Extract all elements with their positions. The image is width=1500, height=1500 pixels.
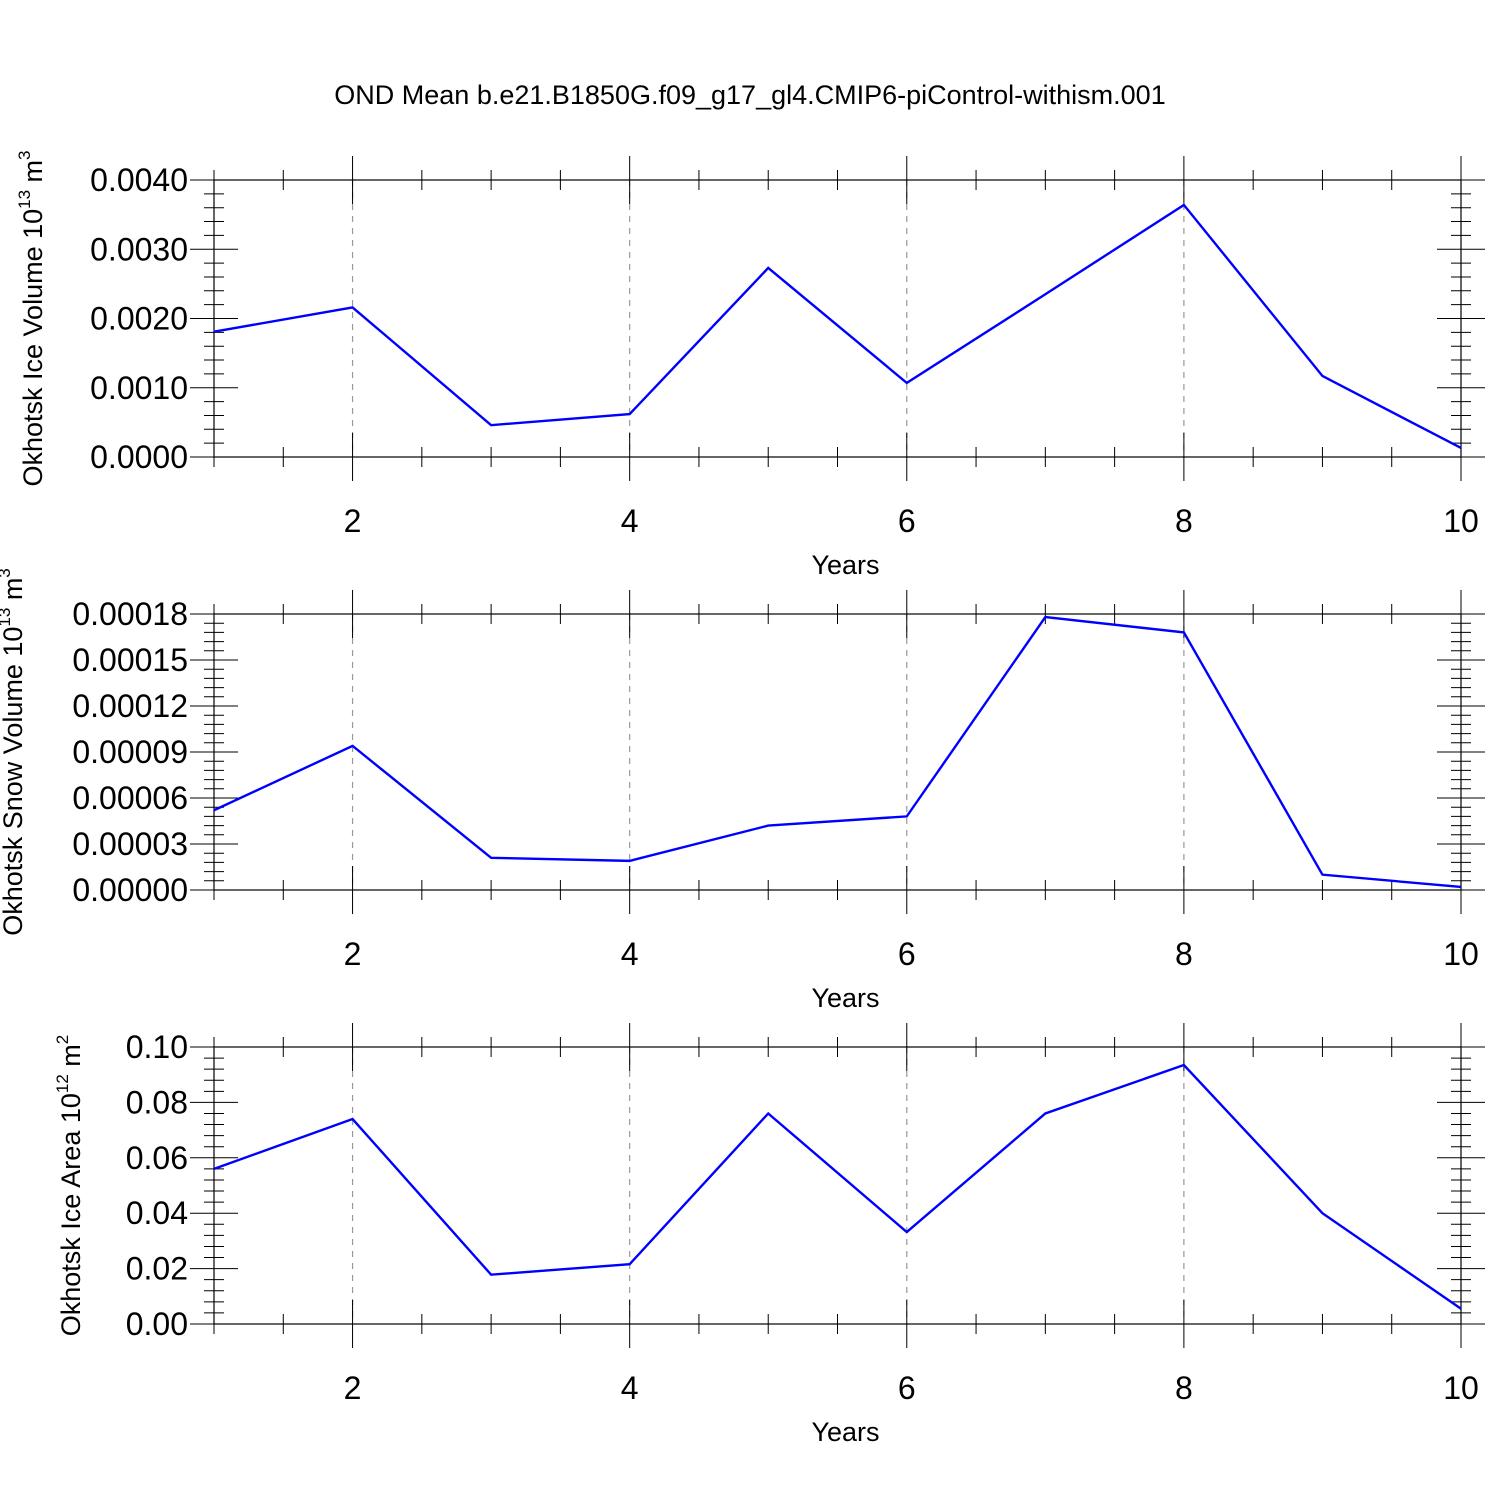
series-line [213, 1063, 1462, 1310]
y-tick-label: 0.00 [126, 1306, 188, 1342]
x-tick-label: 8 [1175, 936, 1193, 972]
y-tick-label: 0.0040 [90, 162, 188, 198]
y-tick-label: 0.0010 [90, 370, 188, 406]
y-axis-title: Okhotsk Ice Area 1012 m2 [53, 1035, 86, 1337]
y-tick-label: 0.02 [126, 1251, 188, 1287]
y-tick-label: 0.0000 [90, 439, 188, 475]
y-tick-label: 0.00015 [72, 642, 188, 678]
x-tick-label: 2 [344, 503, 362, 539]
plot-frame [213, 1046, 1462, 1325]
x-tick-label: 4 [621, 1370, 639, 1406]
x-tick-label: 10 [1443, 936, 1479, 972]
panel-1: 0.0000 0.0010 0.0020 0.0030 0.0040 2 4 6 8 10 Year… [15, 150, 1485, 580]
x-tick-label: 6 [898, 503, 916, 539]
plot-frame [213, 613, 1462, 891]
x-tick-label: 6 [898, 936, 916, 972]
y-tick-label: 0.06 [126, 1140, 188, 1176]
y-axis-title: Okhotsk Ice Volume 1013 m3 [15, 150, 48, 486]
series-line [213, 203, 1462, 450]
series-line [213, 615, 1462, 889]
y-tick-label: 0.00012 [72, 688, 188, 724]
x-tick-label: 10 [1443, 503, 1479, 539]
y-tick-label: 0.00009 [72, 734, 188, 770]
y-tick-label: 0.08 [126, 1084, 188, 1120]
x-axis-title: Years [811, 983, 879, 1013]
x-tick-label: 4 [621, 936, 639, 972]
y-tick-label: 0.0020 [90, 301, 188, 337]
y-tick-label: 0.00003 [72, 826, 188, 862]
x-tick-label: 2 [344, 1370, 362, 1406]
x-axis-title: Years [811, 1417, 879, 1447]
x-tick-label: 4 [621, 503, 639, 539]
y-tick-label: 0.00018 [72, 596, 188, 632]
x-tick-label: 6 [898, 1370, 916, 1406]
y-axis-title: Okhotsk Snow Volume 1013 m3 [0, 568, 28, 936]
y-tick-label: 0.10 [126, 1029, 188, 1065]
y-tick-label: 0.0030 [90, 231, 188, 267]
panel-2: 0.00000 0.00003 0.00006 0.00009 0.00012 0.000… [0, 568, 1485, 1013]
x-tick-label: 8 [1175, 503, 1193, 539]
x-tick-label: 10 [1443, 1370, 1479, 1406]
panel-3: 0.00 0.02 0.04 0.06 0.08 0.10 2 4 6 8 10 Years Okhot… [53, 1023, 1485, 1447]
x-axis-title: Years [811, 550, 879, 580]
main-title: OND Mean b.e21.B1850G.f09_g17_gl4.CMIP6-… [334, 80, 1165, 110]
y-tick-label: 0.00006 [72, 780, 188, 816]
x-tick-label: 8 [1175, 1370, 1193, 1406]
plot-frame [213, 179, 1462, 458]
y-tick-label: 0.00000 [72, 872, 188, 908]
x-tick-label: 2 [344, 936, 362, 972]
y-tick-label: 0.04 [126, 1195, 188, 1231]
